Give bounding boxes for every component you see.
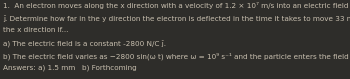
Text: 1.  An electron moves along the x direction with a velocity of 1.2 × 10⁷ m/s int: 1. An electron moves along the x directi… xyxy=(3,2,350,9)
Text: ĵ. Determine how far in the y direction the electron is deflected in the time it: ĵ. Determine how far in the y direction … xyxy=(3,15,350,22)
Text: b) The electric field varies as −2800 sin(ω t) where ω = 10⁹ s⁻¹ and the particl: b) The electric field varies as −2800 si… xyxy=(3,52,350,60)
Text: a) The electric field is a constant -2800 N/C ĵ.: a) The electric field is a constant -280… xyxy=(3,40,166,47)
Text: the x direction if...: the x direction if... xyxy=(3,27,68,33)
Text: Answers: a) 1.5 mm   b) Forthcoming: Answers: a) 1.5 mm b) Forthcoming xyxy=(3,65,136,71)
